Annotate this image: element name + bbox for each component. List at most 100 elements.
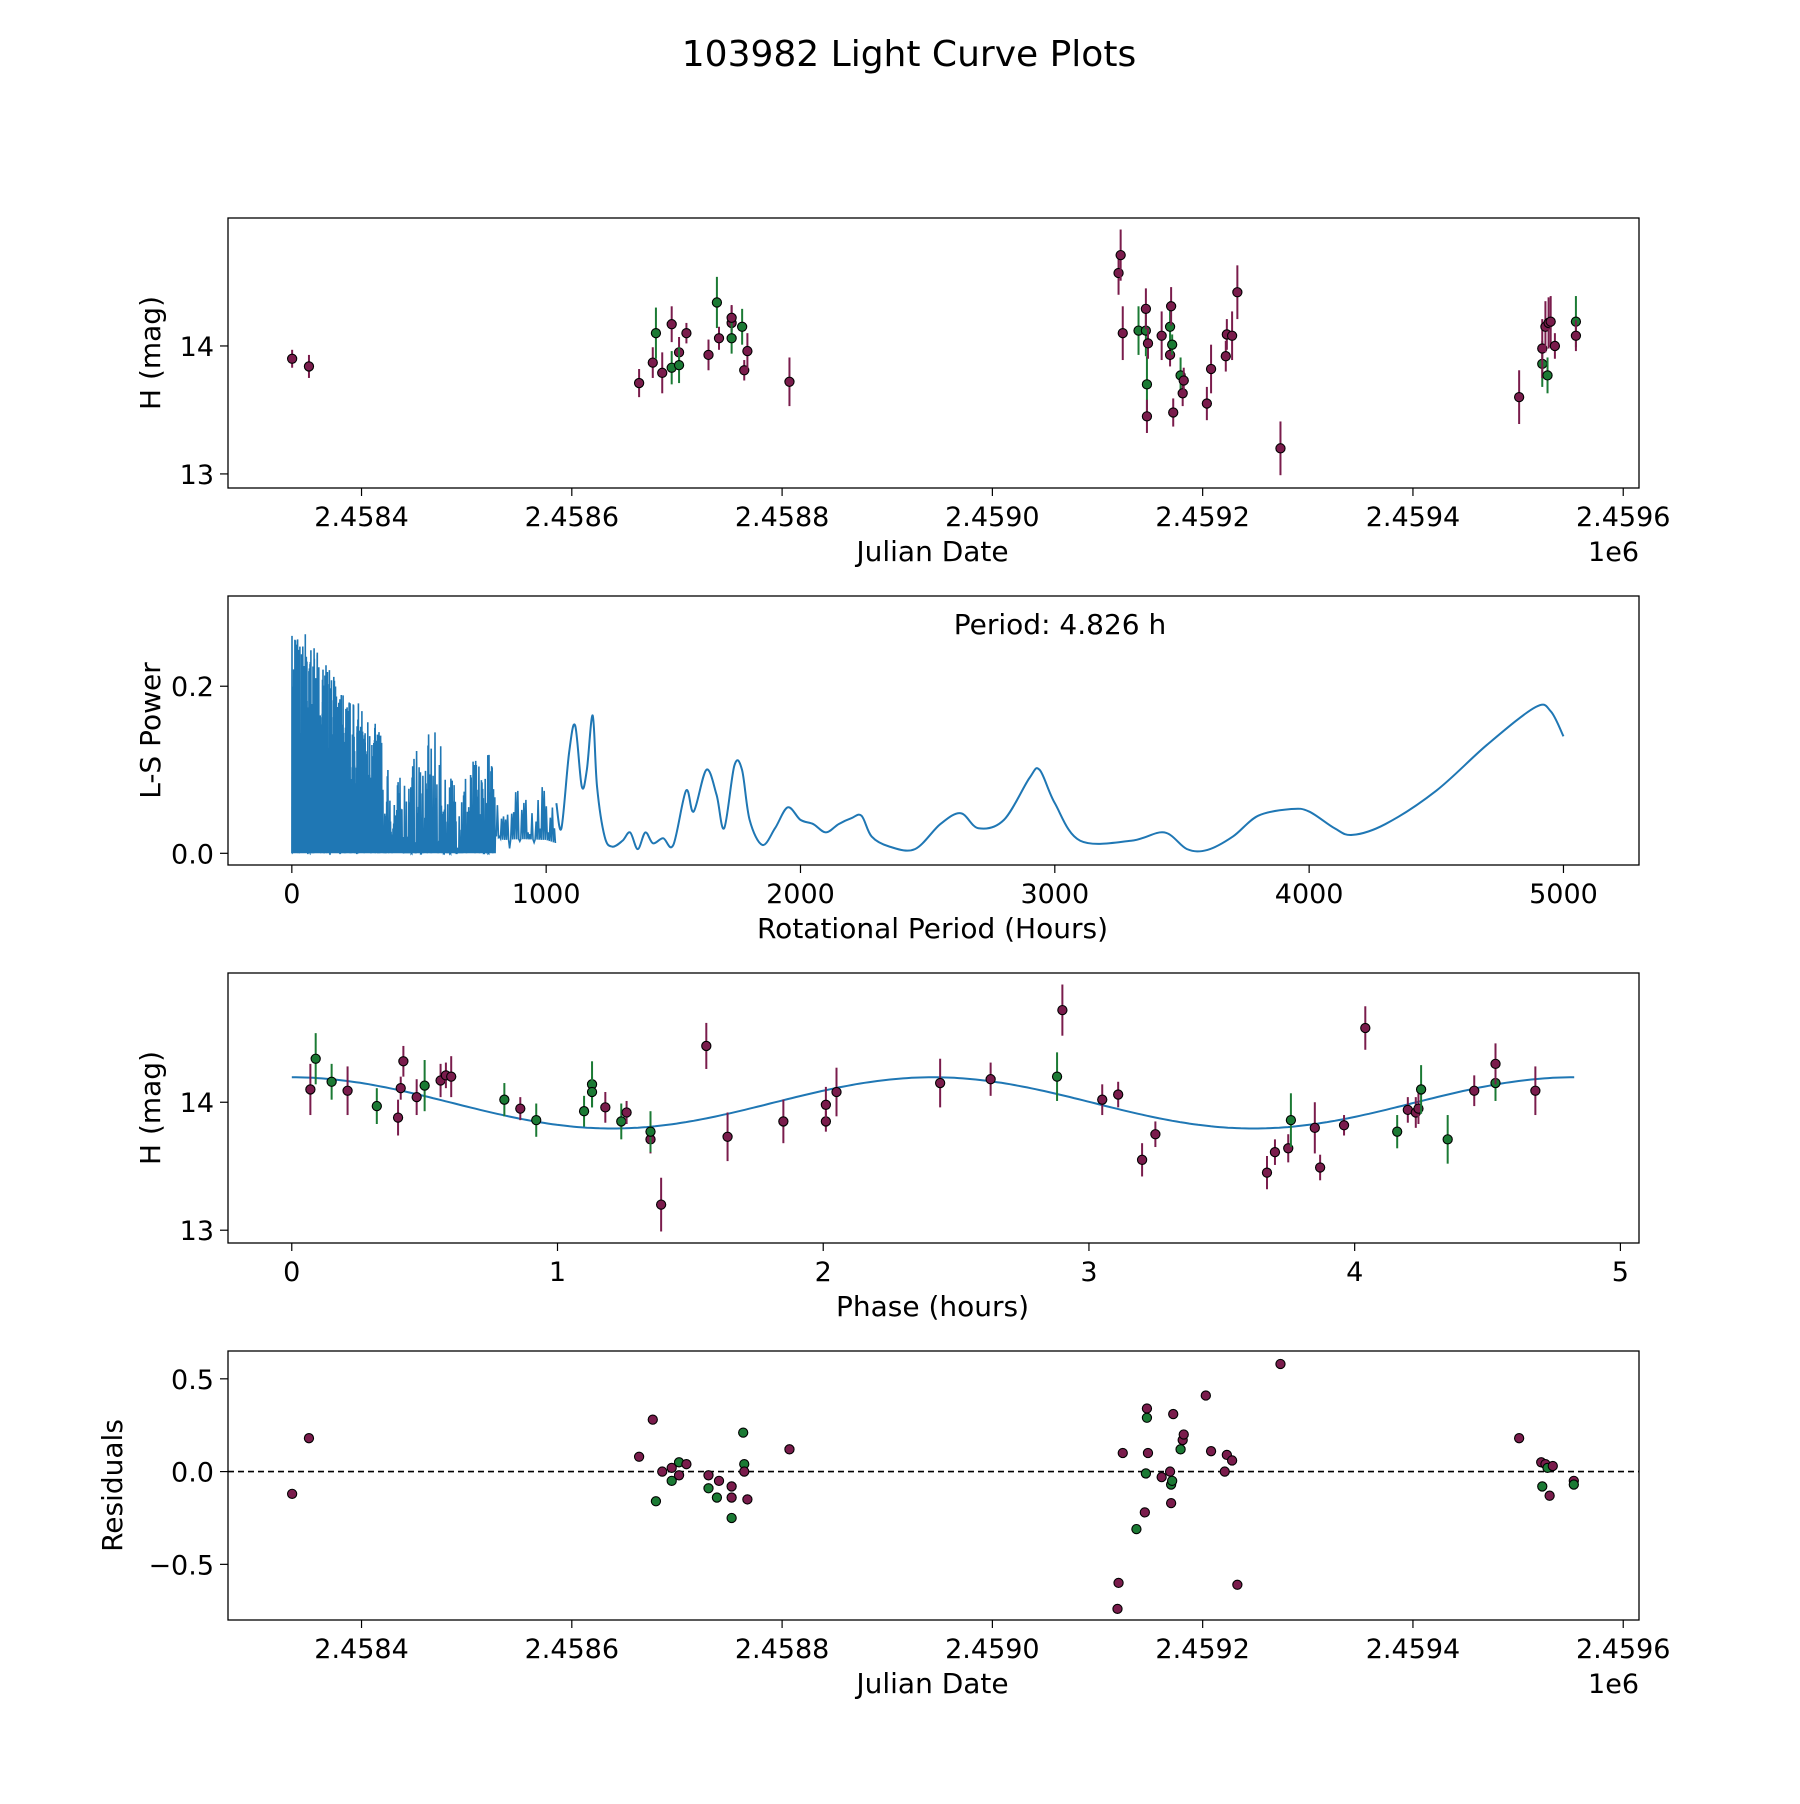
y-axis-label: Residuals (96, 1419, 129, 1552)
data-point (1275, 1358, 1286, 1370)
y-tick-label: −0.5 (148, 1550, 214, 1581)
residuals-panel: 2.4584 2.4586 2.4588 2.4590 2.4592 2.4594 2.45… (96, 1350, 1670, 1700)
data-point (1175, 1444, 1186, 1455)
figure-title: 103982 Light Curve Plots (682, 34, 1136, 75)
data-point (1513, 1433, 1525, 1444)
data-point (831, 1086, 842, 1098)
axes-frame (227, 217, 1640, 489)
data-point (342, 1085, 353, 1096)
data-point (657, 1466, 668, 1477)
data-point (1530, 1085, 1541, 1096)
data-point (1392, 1126, 1403, 1137)
data-point (633, 377, 645, 389)
data-point (726, 1481, 737, 1492)
data-point (419, 1080, 430, 1091)
data-point (1309, 1122, 1320, 1133)
periodogram-panel: 0 1000 2000 3000 4000 5000 0.0 0.2 Rotational Pe… (134, 595, 1640, 945)
x-tick-label: 4000 (1275, 879, 1344, 910)
data-point (655, 1199, 667, 1210)
data-point (711, 297, 723, 308)
data-point (701, 1040, 712, 1052)
x-tick-label: 2.4594 (1366, 1634, 1460, 1665)
y-tick-label: 14 (180, 1088, 214, 1119)
x-axis-label: Julian Date (854, 535, 1008, 568)
data-point (303, 361, 315, 372)
data-point (1164, 321, 1176, 332)
data-point (985, 1074, 996, 1085)
x-offset-label: 1e6 (1588, 1669, 1639, 1700)
x-tick-label: 2.4588 (735, 1634, 829, 1665)
data-point (726, 1512, 737, 1524)
data-point (305, 1084, 316, 1095)
x-tick-label: 2.4592 (1155, 1634, 1249, 1665)
data-point (784, 1444, 795, 1455)
data-point (1513, 391, 1525, 403)
fit-curve (291, 1076, 1575, 1130)
x-tick-label: 2.4590 (945, 1634, 1039, 1665)
data-point (1142, 338, 1154, 349)
data-point (1136, 1154, 1148, 1165)
data-point (621, 1107, 632, 1118)
data-point (934, 1077, 946, 1089)
data-point (1177, 388, 1188, 399)
data-point (1201, 398, 1213, 409)
data-point (711, 1492, 723, 1503)
x-tick-label: 2.4592 (1155, 502, 1249, 533)
data-point (286, 1488, 298, 1499)
data-point (1545, 316, 1556, 327)
data-point (666, 319, 677, 330)
data-point (1415, 1084, 1427, 1095)
data-point (310, 1053, 321, 1064)
data-point (1164, 349, 1176, 361)
data-point (1167, 339, 1178, 350)
data-point (1156, 330, 1167, 341)
y-axis-label: L-S Power (134, 662, 167, 799)
data-point (1232, 1579, 1243, 1590)
x-tick-label: 4 (1346, 1257, 1363, 1288)
data-point (1542, 370, 1553, 381)
data-point (647, 357, 658, 368)
data-point (1139, 1507, 1150, 1518)
data-point (1442, 1134, 1453, 1145)
data-point (1140, 303, 1152, 315)
x-tick-label: 2.4586 (525, 1634, 619, 1665)
data-point (633, 1451, 645, 1462)
periodogram-dense-line (291, 634, 557, 857)
data-point (1097, 1094, 1108, 1105)
data-point (1057, 1004, 1068, 1016)
data-point (1141, 411, 1153, 422)
data-point (1314, 1162, 1326, 1173)
data-point (371, 1100, 382, 1112)
data-point (1338, 1120, 1350, 1131)
y-tick-label: 0.0 (171, 839, 214, 870)
data-point (703, 1470, 714, 1481)
x-tick-label: 2.4584 (314, 1634, 408, 1665)
data-point (326, 1076, 337, 1087)
x-tick-label: 1000 (512, 879, 581, 910)
data-point (650, 1496, 662, 1507)
data-point (1226, 1455, 1238, 1466)
data-point (820, 1099, 832, 1110)
plot-area (286, 229, 1582, 476)
data-point (1544, 1490, 1555, 1501)
data-point (1360, 1022, 1371, 1034)
data-point (673, 1470, 685, 1481)
data-point (395, 1083, 406, 1094)
data-point (1549, 340, 1561, 352)
light-curve-panel: 2.4584 2.4586 2.4588 2.4590 2.4592 2.4594 2.45… (134, 217, 1670, 568)
data-point (681, 1459, 692, 1470)
data-point (499, 1094, 510, 1105)
data-point (1113, 1577, 1124, 1589)
data-point (392, 1112, 404, 1123)
x-tick-label: 2.4596 (1576, 1634, 1670, 1665)
x-tick-label: 2.4594 (1366, 502, 1460, 533)
axes-frame (227, 1350, 1640, 1621)
x-tick-label: 2.4584 (314, 502, 408, 533)
data-point (742, 1494, 753, 1505)
y-tick-label: 13 (180, 1216, 214, 1247)
x-tick-label: 3 (1080, 1257, 1097, 1288)
y-tick-label: 13 (180, 460, 214, 491)
data-point (645, 1126, 656, 1137)
